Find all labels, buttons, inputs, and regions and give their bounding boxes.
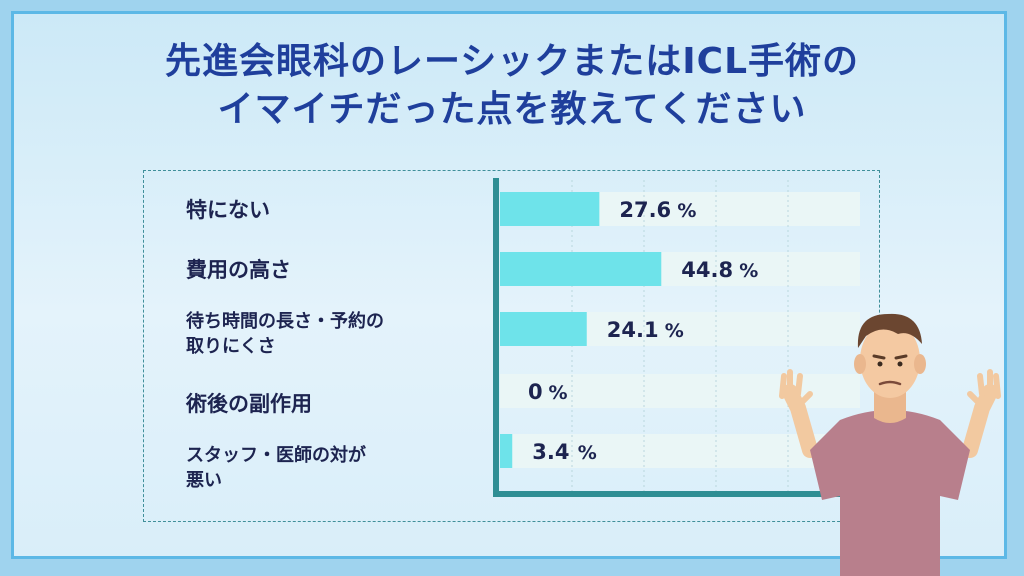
category-label-line: 取りにくさ [186, 336, 276, 357]
category-label: 術後の副作用 [186, 391, 486, 418]
category-label-line: 待ち時間の長さ・予約の [186, 311, 384, 332]
category-label-line: 術後の副作用 [186, 391, 312, 416]
bar [500, 192, 600, 226]
category-label-line: 悪い [186, 470, 222, 491]
data-label-unit: % [578, 442, 597, 464]
category-label-line: 特にない [186, 197, 270, 222]
category-label: 特にない [186, 197, 486, 224]
category-label: スタッフ・医師の対が 悪い [186, 443, 486, 493]
chart-title-line-1: 先進会眼科のレーシックまたはICL手術の [164, 41, 860, 82]
data-label-unit: % [677, 200, 696, 222]
data-label: 3.4 [532, 440, 569, 464]
data-label: 27.6 [619, 198, 671, 222]
bar [500, 434, 513, 468]
data-label-unit: % [739, 260, 758, 282]
category-label-line: 費用の高さ [186, 257, 291, 282]
data-label: 24.1 [607, 318, 659, 342]
data-label-unit: % [665, 320, 684, 342]
category-label: 待ち時間の長さ・予約の 取りにくさ [186, 309, 486, 359]
data-label: 0 [528, 380, 543, 404]
category-label-line: スタッフ・医師の対が [186, 445, 366, 466]
data-label-unit: % [549, 382, 568, 404]
shrugging-man-icon [779, 313, 1001, 576]
bar [500, 252, 662, 286]
data-label: 44.8 [681, 258, 733, 282]
category-label: 費用の高さ [186, 257, 486, 284]
chart-title-line-2: イマイチだった点を教えてください [217, 89, 807, 130]
bar [500, 312, 587, 346]
